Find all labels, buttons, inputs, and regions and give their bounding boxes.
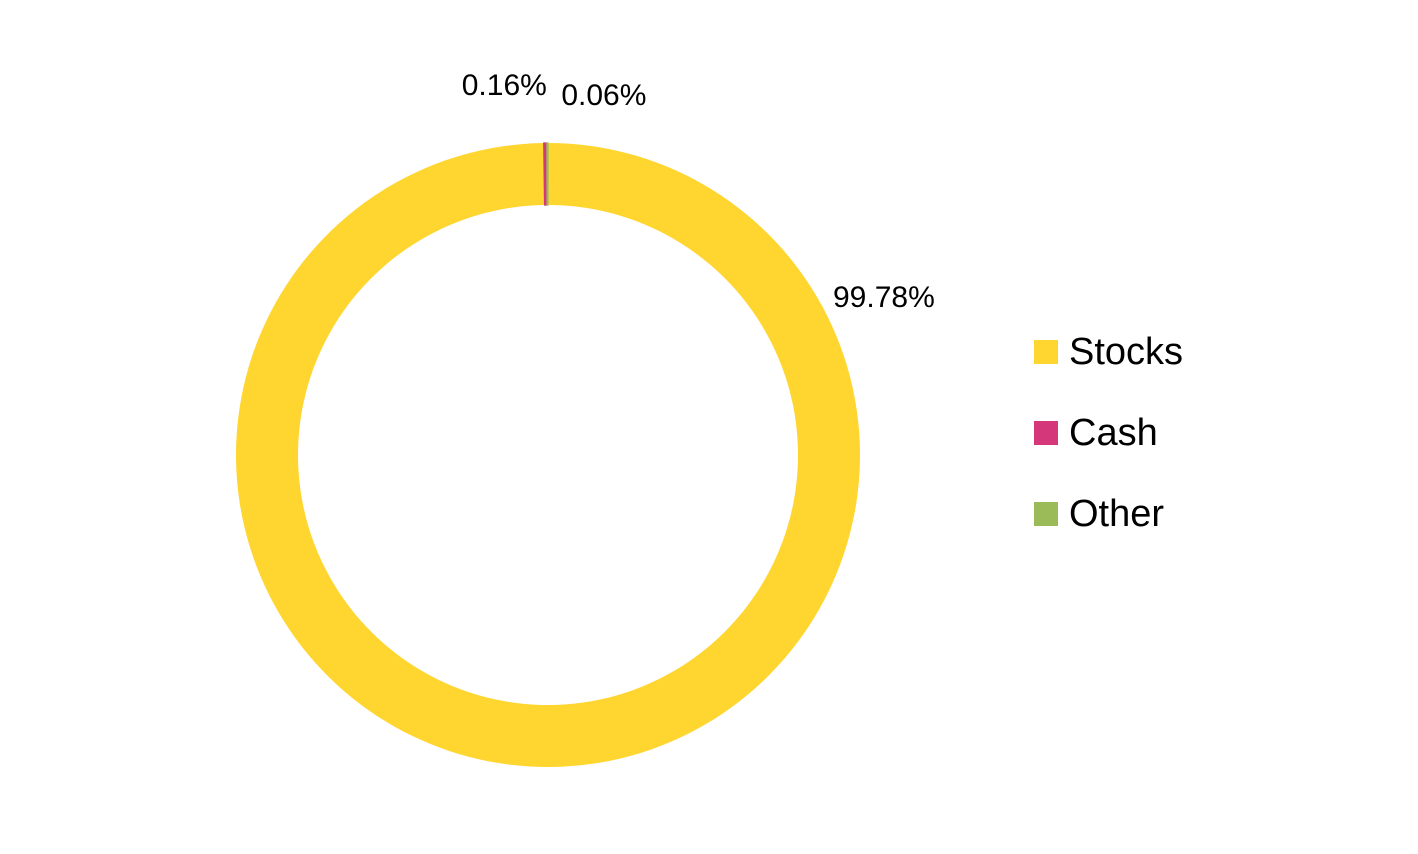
slice-other: [546, 142, 549, 206]
data-label-other: 0.06%: [561, 79, 646, 112]
legend-label-other: Other: [1069, 493, 1165, 535]
legend-item-cash: Cash: [1034, 409, 1183, 457]
slices-group: [235, 142, 860, 767]
legend-swatch-other: [1034, 502, 1058, 526]
legend-item-stocks: Stocks: [1034, 328, 1183, 376]
legend: Stocks Cash Other: [1034, 328, 1183, 571]
legend-label-cash: Cash: [1069, 412, 1158, 454]
data-label-stocks: 99.78%: [833, 281, 935, 314]
slice-stocks: [235, 143, 860, 767]
legend-swatch-stocks: [1034, 340, 1058, 364]
legend-item-other: Other: [1034, 490, 1183, 538]
legend-label-stocks: Stocks: [1069, 331, 1184, 373]
legend-swatch-cash: [1034, 421, 1058, 445]
data-label-cash: 0.16%: [462, 69, 547, 102]
slice-labels: 99.78% 0.16% 0.06%: [462, 69, 935, 314]
